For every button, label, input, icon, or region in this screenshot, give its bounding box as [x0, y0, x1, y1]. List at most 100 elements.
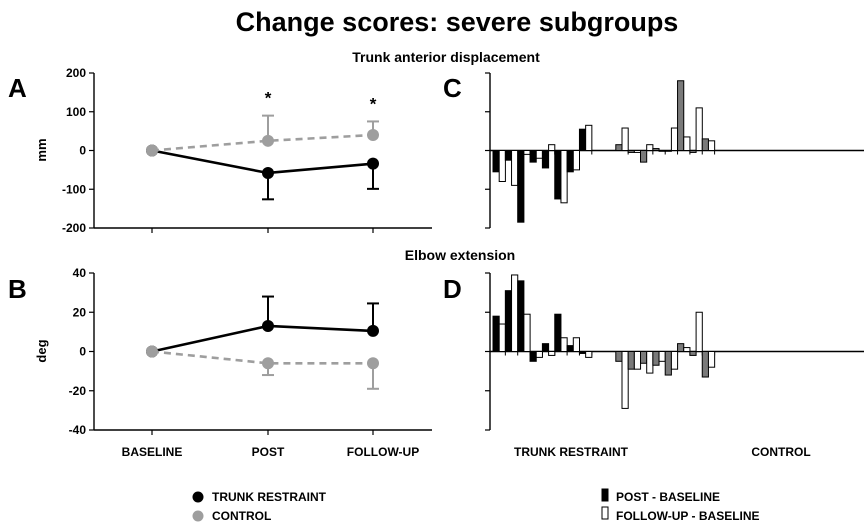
panel-c-bar-followup-control	[683, 136, 691, 151]
panel-c-label: C	[443, 73, 462, 103]
panel-c-bar-post-trunk-restraint	[504, 150, 513, 161]
panel-c-bar-post-control	[677, 80, 685, 151]
panel-b-y-tick-label: 20	[73, 305, 87, 319]
panel-b-series-line-control	[151, 350, 373, 365]
panel-d-bar-followup-trunk-restraint	[585, 351, 593, 358]
panel-a-series-line-control	[151, 133, 374, 152]
panel-d-bar-post-control	[664, 351, 672, 376]
panel-d-bar-post-trunk-restraint	[517, 280, 525, 353]
panel-d-bar-followup-trunk-restraint	[511, 274, 519, 352]
x-category-follow-up: FOLLOW-UP	[347, 445, 419, 459]
x-category-baseline: BASELINE	[122, 445, 183, 459]
panel-c-bar-post-control	[627, 150, 635, 153]
panel-b-y-tick-label: -20	[69, 384, 87, 398]
panel-a-y-tick-label: 100	[66, 105, 86, 119]
panel-a-ylabel: mm	[34, 138, 49, 161]
panel-b-point-trunk-restraint	[367, 324, 379, 337]
legend-label-follow-up-baseline: FOLLOW-UP - BASELINE	[616, 509, 760, 523]
panel-d-bar-post-trunk-restraint	[504, 290, 513, 353]
panel-d-bar-post-trunk-restraint	[578, 351, 587, 354]
panel-b-point-control	[262, 357, 274, 370]
panel-d-bar-followup-control	[695, 311, 703, 352]
legend-marker-control	[192, 510, 204, 522]
panel-a-y-tick-label: 200	[66, 66, 86, 80]
panel-d-bar-followup-trunk-restraint	[560, 337, 568, 353]
panel-a-point-trunk-restraint	[262, 166, 274, 179]
panel-d-bar-followup-trunk-restraint	[523, 313, 531, 352]
panel-a-significance-marker: *	[370, 94, 377, 113]
panel-c-bar-followup-control	[621, 127, 629, 151]
panel-a-y-tick-label: -100	[62, 182, 86, 196]
panel-a-significance-marker: *	[265, 89, 272, 108]
panel-d-bar-post-trunk-restraint	[554, 313, 562, 352]
legend-swatch-post-baseline	[601, 488, 609, 502]
panel-d-bar-followup-trunk-restraint	[548, 351, 556, 356]
panel-b-subtitle: Elbow extension	[405, 247, 515, 263]
panel-a-point-trunk-restraint	[367, 157, 379, 170]
legend-swatch-follow-up-baseline	[601, 506, 609, 520]
panel-c-bar-post-control	[652, 148, 660, 151]
panel-c-bar-followup-trunk-restraint	[523, 150, 531, 155]
panel-c-bar-followup-control	[670, 127, 679, 151]
panel-d-bar-chart	[485, 272, 864, 431]
panel-c-bar-followup-trunk-restraint	[572, 150, 580, 171]
panel-d-bar-followup-trunk-restraint	[498, 323, 506, 352]
panel-c-bar-followup-trunk-restraint	[585, 124, 593, 151]
panel-d-bar-post-trunk-restraint	[529, 351, 537, 362]
x-category-post: POST	[252, 445, 285, 459]
panel-d-bar-followup-control	[683, 347, 691, 353]
panel-c-bar-post-trunk-restraint	[566, 150, 574, 173]
legend-label-control: CONTROL	[212, 509, 271, 523]
panel-b-point-trunk-restraint	[262, 319, 274, 332]
panel-b-ylabel: deg	[34, 339, 49, 362]
panel-d-bar-post-trunk-restraint	[492, 315, 500, 352]
panel-a-point-control	[146, 144, 158, 157]
panel-d-bar-post-control	[689, 351, 697, 356]
panel-d-bar-post-control	[627, 351, 635, 370]
panel-d-label: D	[443, 274, 462, 304]
panel-d-bar-post-control	[640, 351, 648, 364]
panel-b-y-tick-label: 40	[73, 266, 87, 280]
panel-c-bar-followup-control	[695, 107, 703, 151]
panel-a-series-line-trunk-restraint	[151, 149, 374, 175]
panel-c-bar-followup-trunk-restraint	[560, 150, 568, 204]
panel-c-bar-followup-control	[658, 150, 666, 152]
panel-c-bar-post-trunk-restraint	[554, 150, 562, 200]
legend-label-trunk-restraint: TRUNK RESTRAINT	[212, 490, 327, 504]
panel-b-series-line-trunk-restraint	[151, 324, 374, 353]
panel-c-bar-post-trunk-restraint	[492, 150, 500, 173]
panel-b-y-tick-label: -40	[69, 423, 87, 437]
panel-a-label: A	[8, 73, 27, 103]
legend-bars: POST - BASELINE FOLLOW-UP - BASELINE	[601, 488, 760, 523]
panel-d-bar-post-control	[615, 351, 623, 362]
panel-a-y-tick-label: 0	[79, 144, 86, 158]
panel-a-y-tick-label: -200	[62, 221, 86, 235]
panel-c-bar-followup-trunk-restraint	[511, 150, 519, 186]
panel-c-bar-post-trunk-restraint	[529, 150, 537, 163]
panel-d-bar-followup-trunk-restraint	[572, 337, 580, 353]
panel-c-bar-post-control	[664, 150, 672, 152]
panel-d-bar-followup-control	[646, 351, 654, 374]
panel-c-bar-followup-control	[646, 144, 654, 151]
figure-title: Change scores: severe subgroups	[236, 7, 679, 37]
panel-c-bar-post-trunk-restraint	[541, 150, 550, 169]
panel-b-line-chart: -40 -20 0 20 40	[69, 266, 432, 437]
panel-c-bar-post-trunk-restraint	[517, 150, 525, 223]
panel-c-bar-followup-control	[707, 140, 716, 151]
panel-c-bar-post-trunk-restraint	[578, 128, 587, 151]
panel-c-bar-post-control	[640, 150, 648, 163]
panel-d-bar-post-control	[701, 351, 709, 378]
panel-c-bar-post-control	[701, 138, 709, 151]
panel-d-bar-post-control	[652, 351, 660, 366]
panel-a-point-control	[367, 129, 379, 141]
legend-label-post-baseline: POST - BASELINE	[616, 490, 720, 504]
panel-c-bar-post-control	[615, 144, 623, 151]
panel-d-bar-followup-trunk-restraint	[535, 351, 543, 358]
panel-b-label: B	[8, 274, 27, 304]
panel-a-point-control	[262, 134, 274, 147]
panel-c-bar-followup-trunk-restraint	[548, 144, 556, 151]
panel-d-bar-post-trunk-restraint	[541, 343, 550, 352]
panel-b-y-tick-label: 0	[79, 345, 86, 359]
panel-d-bar-post-control	[677, 343, 685, 352]
